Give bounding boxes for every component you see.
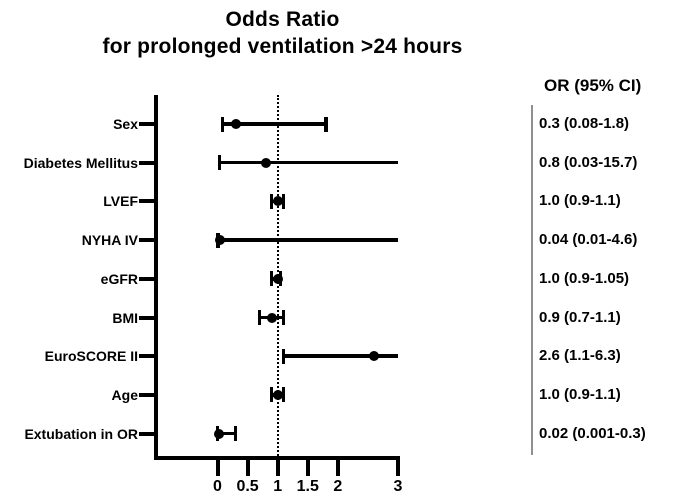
row-label: eGFR [100,270,138,287]
ci-cap-left [269,387,274,403]
y-tick [139,276,154,281]
point-marker [272,273,283,284]
row-label: Age [111,386,138,403]
separator-line [531,105,533,455]
ci-cap-right [281,193,286,209]
y-tick [139,354,154,359]
y-tick [139,392,154,397]
point-marker [266,312,277,323]
row-label: NYHA IV [81,232,138,249]
ci-cap-left [217,155,222,171]
point-marker [260,157,271,168]
or-value: 0.3 (0.08-1.8) [539,115,630,132]
chart-title-line1: Odds Ratio [225,8,340,31]
or-value: 2.6 (1.1-6.3) [539,347,621,365]
row-label: Extubation in OR [24,425,138,442]
ci-cap-left [269,271,274,287]
x-tick-label: 3 [393,478,403,495]
x-tick-label: 0.5 [236,478,259,495]
y-tick [139,199,154,204]
ci-cap-right [281,310,286,325]
or-value: 0.02 (0.001-0.3) [539,424,646,442]
row-label: BMI [112,309,138,326]
ci-line [217,431,236,436]
row-label: Sex [113,116,138,132]
ci-cap-left [220,116,225,132]
point-marker [213,428,224,439]
ci-line [222,122,326,126]
or-value: 1.0 (0.9-1.05) [539,269,630,287]
ci-line [283,354,398,358]
or-value: 1.0 (0.9-1.1) [539,192,621,210]
chart-title-line2: for prolonged ventilation >24 hours [102,35,463,58]
ci-line [219,160,398,165]
or-value: 0.8 (0.03-15.7) [539,153,638,171]
x-tick-label: 1 [273,478,283,495]
ci-cap-left [281,348,286,364]
y-tick [139,431,154,436]
ci-cap-right [233,426,238,442]
row-label: LVEF [103,193,138,210]
row-label: EuroSCORE II [44,348,138,365]
ci-cap-left [257,310,262,325]
x-tick [305,459,310,476]
x-tick [335,459,340,476]
x-tick [215,459,220,476]
ci-cap-left [269,193,274,209]
point-marker [272,389,283,400]
chart-title: Odds Ratio for prolonged ventilation >24… [0,6,565,60]
x-tick [275,459,280,476]
x-tick [245,459,250,476]
y-tick [139,238,154,243]
row-label: Diabetes Mellitus [23,154,138,171]
ci-line [218,238,398,242]
or-column-header: OR (95% CI) [544,76,642,95]
x-tick [396,459,400,476]
x-tick-label: 1.5 [296,478,319,495]
point-marker [230,119,241,129]
y-tick [139,315,154,320]
x-tick-label: 2 [333,478,343,495]
x-axis-line [154,456,400,460]
point-marker [272,196,283,207]
point-marker [214,235,225,246]
y-axis-line [154,95,158,460]
or-value: 0.9 (0.7-1.1) [539,308,621,326]
point-marker [368,351,379,362]
ci-cap-right [324,116,328,132]
y-tick [139,122,154,126]
y-tick [139,160,154,165]
or-value: 1.0 (0.9-1.1) [539,385,621,403]
ci-cap-right [281,387,286,403]
x-tick-label: 0 [213,478,222,495]
or-value: 0.04 (0.01-4.6) [539,231,638,249]
